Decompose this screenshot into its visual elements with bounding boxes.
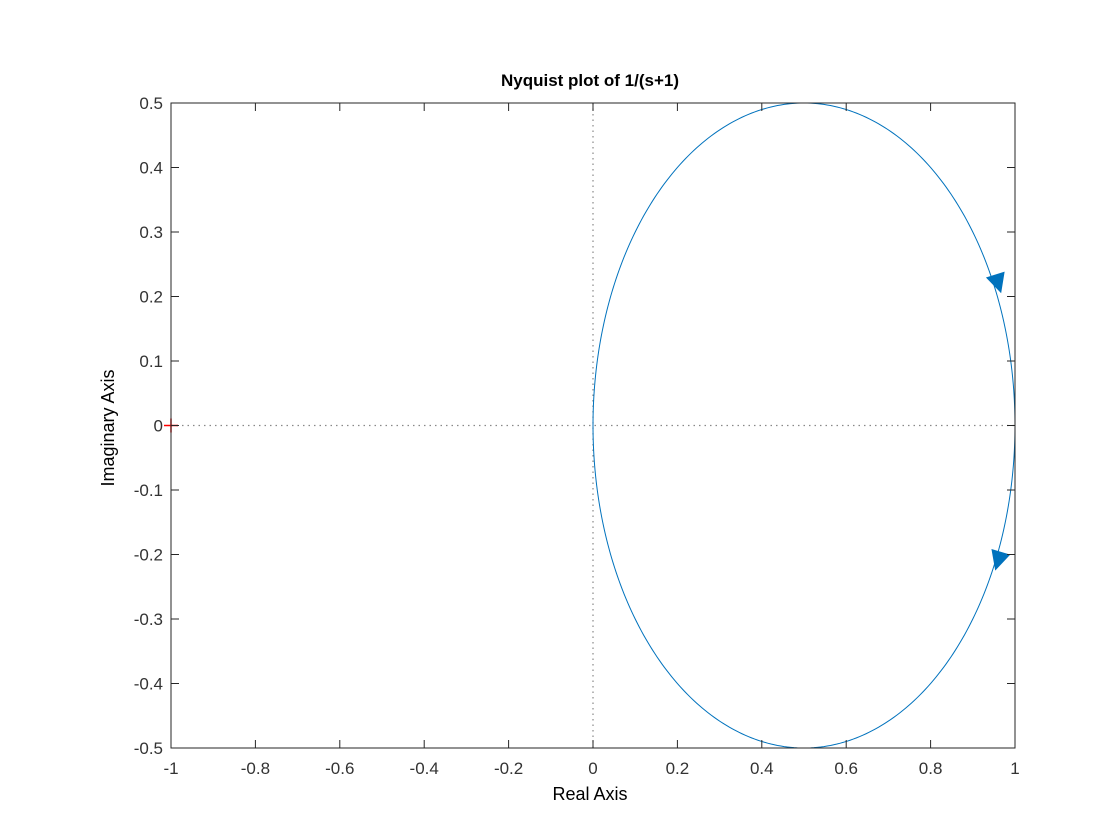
x-tick-label: -0.6 xyxy=(325,759,354,778)
x-ticks: -1 -0.8 -0.6 -0.4 -0.2 0 0.2 0.4 0.6 0.8 1 xyxy=(163,103,1020,778)
x-tick-label: -0.2 xyxy=(494,759,523,778)
curve-layer xyxy=(592,102,1016,749)
y-tick-label: 0 xyxy=(154,417,163,436)
x-tick-label: -1 xyxy=(163,759,178,778)
y-ticks: 0.5 0.4 0.3 0.2 0.1 0 -0.1 -0.2 -0.3 -0.4 -0.5 xyxy=(134,94,1015,758)
x-tick-label: 0.8 xyxy=(919,759,943,778)
y-tick-label: 0.1 xyxy=(139,352,163,371)
direction-arrow xyxy=(991,549,1011,571)
x-tick-label: 1 xyxy=(1010,759,1019,778)
x-tick-label: 0 xyxy=(588,759,597,778)
y-tick-label: 0.4 xyxy=(139,159,163,178)
y-tick-label: -0.1 xyxy=(134,481,163,500)
y-tick-label: -0.2 xyxy=(134,546,163,565)
direction-arrow xyxy=(985,271,1005,294)
y-tick-label: -0.4 xyxy=(134,675,163,694)
nyquist-curve xyxy=(592,102,1016,749)
y-axis-label: Imaginary Axis xyxy=(98,369,118,486)
x-tick-label: 0.2 xyxy=(666,759,690,778)
x-tick-label: 0.4 xyxy=(750,759,774,778)
y-tick-label: 0.5 xyxy=(139,94,163,113)
y-tick-label: -0.5 xyxy=(134,739,163,758)
y-tick-label: 0.2 xyxy=(139,288,163,307)
x-tick-label: 0.6 xyxy=(834,759,858,778)
y-tick-label: -0.3 xyxy=(134,610,163,629)
x-tick-label: -0.8 xyxy=(241,759,270,778)
x-tick-label: -0.4 xyxy=(410,759,439,778)
x-axis-label: Real Axis xyxy=(552,784,627,804)
y-tick-label: 0.3 xyxy=(139,223,163,242)
chart-title: Nyquist plot of 1/(s+1) xyxy=(501,71,679,90)
